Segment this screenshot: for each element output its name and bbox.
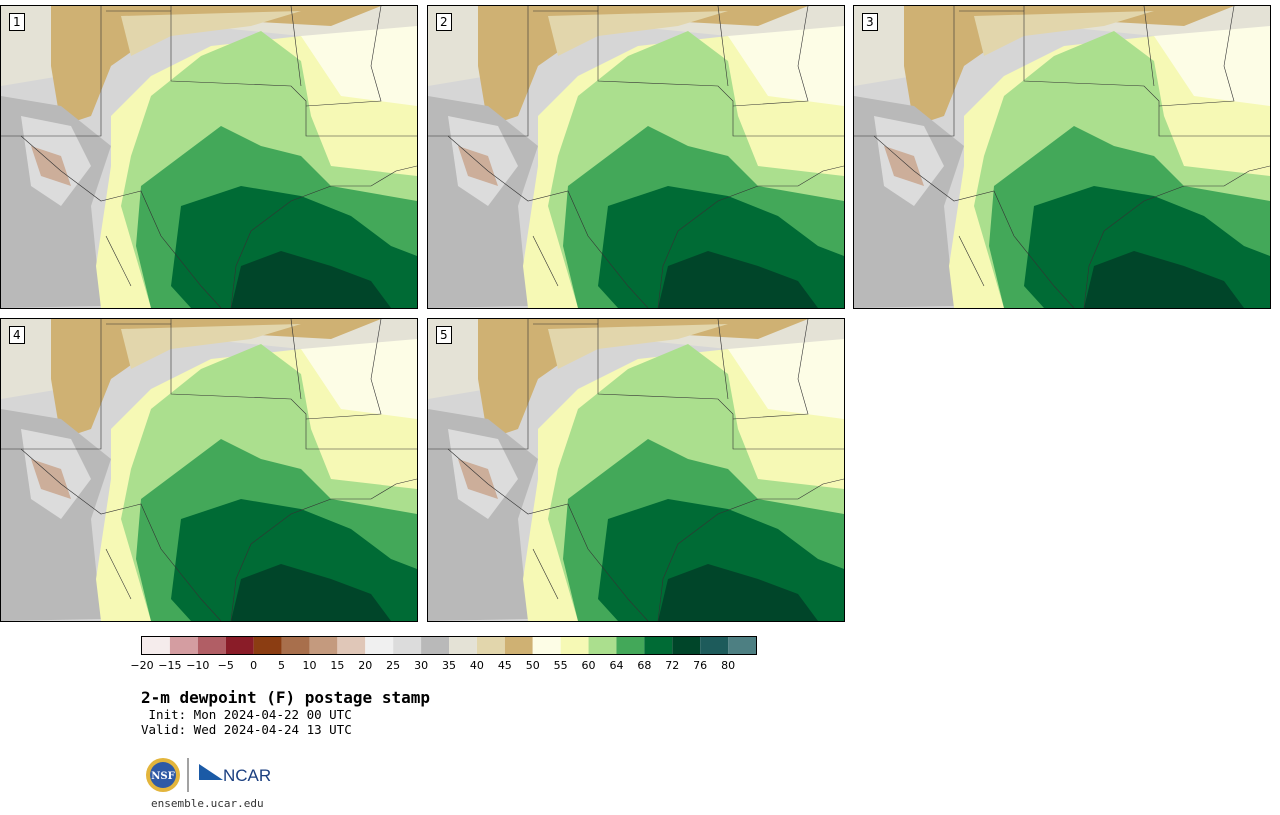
map-panel-5: 5 — [427, 318, 845, 622]
plot-title: 2-m dewpoint (F) postage stamp — [141, 688, 430, 707]
colorbar-tick-label: 10 — [302, 659, 317, 672]
colorbar-segment — [197, 637, 226, 654]
panel-label: 4 — [9, 326, 25, 344]
colorbar-segment — [728, 637, 756, 654]
colorbar-segment — [421, 637, 449, 654]
colorbar-segment — [672, 637, 701, 654]
colorbar-segment — [532, 637, 561, 654]
map-panel-2: 2 — [427, 5, 845, 309]
colorbar-segment — [253, 637, 282, 654]
colorbar-tick-label: 76 — [693, 659, 708, 672]
colorbar-segment — [449, 637, 477, 654]
colorbar-tick-label: 68 — [637, 659, 652, 672]
map-panel-4: 4 — [0, 318, 418, 622]
map-panel-3: 3 — [853, 5, 1271, 309]
panel-label: 5 — [436, 326, 452, 344]
colorbar-tick-label: −20 — [130, 659, 154, 672]
colorbar-segment — [142, 637, 170, 654]
init-time: Init: Mon 2024-04-22 00 UTC — [141, 707, 352, 722]
colorbar-tick-label: −5 — [217, 659, 234, 672]
colorbar-tick-label: 72 — [665, 659, 680, 672]
colorbar-segment — [588, 637, 617, 654]
colorbar-segment — [169, 637, 198, 654]
colorbar-segment — [476, 637, 505, 654]
colorbar-tick-label: 35 — [442, 659, 456, 672]
colorbar-tick-label: 80 — [721, 659, 736, 672]
panel-label: 1 — [9, 13, 25, 31]
colorbar-segment — [309, 637, 338, 654]
map-panel-1: 1 — [0, 5, 418, 309]
nsf-logo-text: NSF — [151, 771, 174, 782]
colorbar-segment — [365, 637, 394, 654]
colorbar-tick-label: −10 — [186, 659, 210, 672]
colorbar-tick-label: 5 — [278, 659, 286, 672]
colorbar-segment — [225, 637, 254, 654]
colorbar-tick-label: 60 — [581, 659, 596, 672]
colorbar-tick-label: −15 — [158, 659, 182, 672]
colorbar — [141, 636, 757, 655]
colorbar-tick-label: 25 — [386, 659, 401, 672]
colorbar-tick-label: 15 — [330, 659, 345, 672]
colorbar-tick-label: 55 — [553, 659, 568, 672]
colorbar-segment — [700, 637, 729, 654]
colorbar-segment — [393, 637, 422, 654]
colorbar-segment — [644, 637, 673, 654]
colorbar-segment — [504, 637, 533, 654]
valid-time: Valid: Wed 2024-04-24 13 UTC — [141, 722, 352, 737]
panel-label: 2 — [436, 13, 452, 31]
ncar-logo-text: NCAR — [223, 766, 271, 785]
colorbar-segment — [281, 637, 310, 654]
colorbar-tick-label: 20 — [358, 659, 373, 672]
colorbar-tick-label: 64 — [609, 659, 624, 672]
colorbar-tick-label: 45 — [497, 659, 512, 672]
colorbar-tick-label: 0 — [250, 659, 258, 672]
panel-label: 3 — [862, 13, 878, 31]
colorbar-tick-label: 40 — [469, 659, 484, 672]
colorbar-tick-label: 30 — [414, 659, 429, 672]
colorbar-segment — [616, 637, 645, 654]
website-url: ensemble.ucar.edu — [151, 797, 264, 810]
colorbar-segment — [560, 637, 589, 654]
nsf-ncar-logo: NSF NCAR — [146, 758, 271, 792]
colorbar-tick-label: 50 — [525, 659, 540, 672]
colorbar-segment — [337, 637, 366, 654]
